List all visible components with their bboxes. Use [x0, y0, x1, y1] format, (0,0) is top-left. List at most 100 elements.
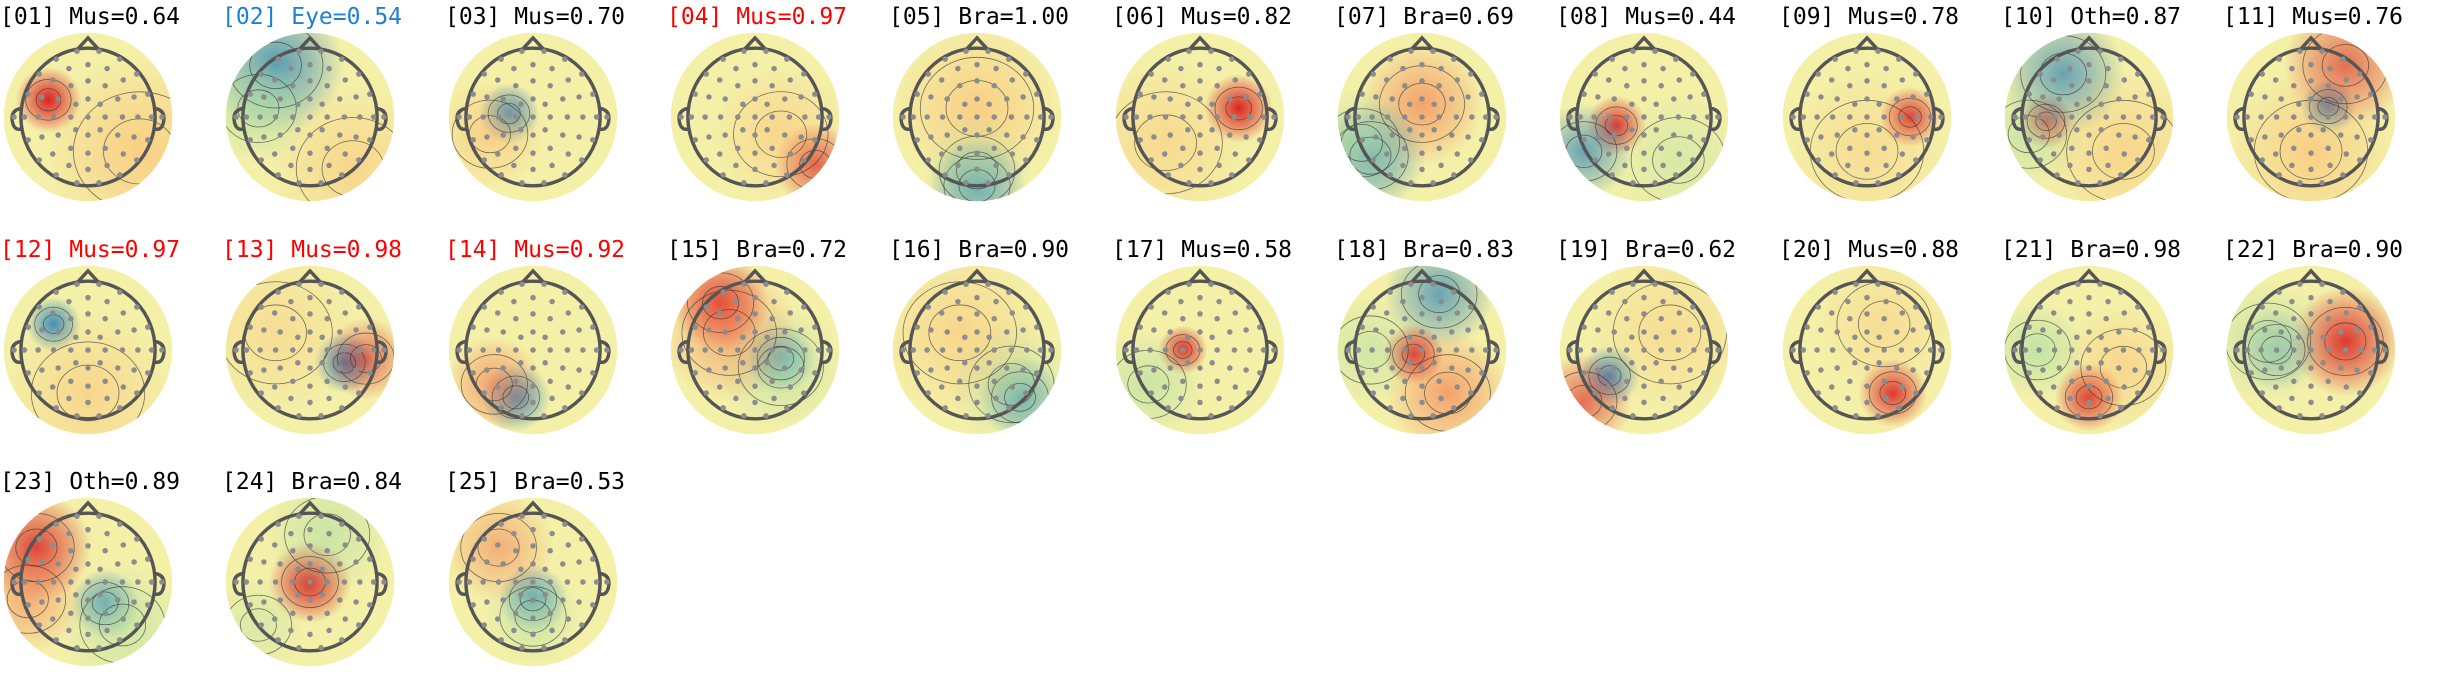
- electrode-dot: [2098, 101, 2104, 107]
- electrode-dot: [2248, 91, 2254, 97]
- contour-line: [1349, 331, 1392, 369]
- electrode-dot: [2086, 114, 2092, 120]
- electrode-dot: [1247, 114, 1253, 120]
- electrode-dot: [787, 310, 794, 316]
- electrode-dot: [530, 329, 536, 335]
- electrode-dot: [812, 324, 818, 330]
- electrode-dot: [703, 157, 710, 163]
- electrode-dot: [2354, 367, 2360, 373]
- electrode-dot: [1020, 367, 1026, 373]
- electrode-dot: [247, 324, 253, 330]
- electrode-dot: [1673, 56, 1679, 62]
- component-label: [14] Mus=0.92: [445, 237, 626, 263]
- electrode-dot: [604, 114, 610, 120]
- electrode-dot: [494, 542, 501, 548]
- electrode-dot: [247, 137, 253, 143]
- electrode-dot: [752, 399, 758, 406]
- electrode-dot: [21, 579, 28, 585]
- electrode-dot: [2262, 134, 2268, 140]
- electrode-dot: [1148, 390, 1155, 396]
- electrode-dot: [481, 622, 488, 628]
- electrode-dot: [85, 61, 91, 68]
- electrode-dot: [720, 405, 726, 411]
- electrode-dot: [991, 347, 997, 353]
- electrode-dot: [942, 405, 948, 411]
- electrode-dot: [1165, 172, 1171, 178]
- electrode-dot: [290, 610, 296, 617]
- electrode-dot: [96, 413, 102, 419]
- electrode-dot: [233, 579, 239, 585]
- electrode-dot: [319, 334, 325, 340]
- electrode-dot: [692, 370, 698, 376]
- electrode-dot: [1641, 61, 1647, 68]
- electrode-dot: [131, 327, 137, 333]
- electrode-dot: [97, 334, 103, 340]
- electrode-dot: [337, 561, 343, 567]
- electrode-dot: [96, 48, 102, 54]
- electrode-dot: [342, 542, 349, 548]
- electrode-dot: [565, 77, 572, 83]
- electrode-dot: [688, 114, 695, 120]
- electrode-dot: [247, 556, 253, 562]
- electrode-dot: [2086, 311, 2092, 317]
- electrode-dot: [324, 82, 330, 89]
- electrode-dot: [357, 347, 363, 353]
- electrode-dot: [2371, 114, 2378, 120]
- electrode-dot: [955, 298, 961, 305]
- electrode-dot: [2272, 151, 2279, 157]
- electrode-dot: [914, 137, 920, 143]
- electrode-dot: [562, 172, 568, 178]
- electrode-dot: [133, 622, 140, 628]
- electrode-dot: [1197, 114, 1203, 120]
- electrode-dot: [590, 370, 596, 376]
- electrode-dot: [1180, 114, 1186, 120]
- contour-line: [460, 354, 528, 415]
- electrode-dot: [1899, 310, 1906, 316]
- electrode-dot: [1034, 370, 1040, 376]
- electrode-dot: [1592, 304, 1599, 310]
- electrode-dot: [275, 637, 281, 643]
- electrode-dot: [367, 556, 373, 562]
- electrode-dot: [275, 289, 281, 295]
- contour-line: [767, 346, 795, 371]
- electrode-dot: [2086, 132, 2092, 138]
- electrode-dot: [1606, 347, 1613, 353]
- electrode-dot: [2098, 334, 2104, 340]
- electrode-dot: [481, 390, 488, 396]
- component-label: [16] Bra=0.90: [889, 237, 1070, 263]
- electrode-dot: [2354, 327, 2360, 333]
- electrode-dot: [1436, 114, 1442, 120]
- electrode-dot: [1197, 150, 1203, 156]
- electrode-dot: [74, 513, 80, 519]
- electrode-dot: [495, 579, 502, 585]
- electrode-dot: [1214, 114, 1220, 120]
- electrode-dot: [2276, 405, 2282, 411]
- electrode-dot: [1208, 281, 1214, 287]
- electrode-dot: [511, 395, 517, 402]
- contour-line: [239, 608, 277, 642]
- electrode-dot: [1847, 82, 1853, 89]
- electrode-dot: [296, 48, 302, 54]
- electrode-dot: [962, 334, 968, 340]
- electrode-dot: [974, 329, 980, 335]
- electrode-dot: [102, 610, 108, 617]
- electrode-dot: [787, 384, 794, 390]
- electrode-dot: [2097, 413, 2103, 419]
- electrode-dot: [2054, 56, 2060, 62]
- contour-line: [6, 580, 49, 619]
- electrode-dot: [530, 615, 536, 621]
- electrode-dot: [702, 347, 708, 353]
- electrode-dot: [2340, 289, 2346, 295]
- component-24: [24] Bra=0.84: [222, 465, 446, 695]
- electrode-dot: [771, 298, 777, 305]
- contour-line: [2321, 44, 2370, 87]
- electrode-dot: [1898, 114, 1905, 120]
- electrode-dot: [513, 347, 519, 353]
- electrode-dot: [1161, 310, 1168, 316]
- electrode-dot: [752, 78, 758, 84]
- electrode-dot: [1383, 77, 1390, 83]
- ica-component-topomap-grid: [01] Mus=0.64 [02] Eye=0.54 [03] Mus=0.70[…: [0, 4, 2403, 667]
- electrode-dot: [720, 56, 726, 62]
- electrode-dot: [2074, 127, 2080, 133]
- electrode-dot: [1231, 114, 1238, 120]
